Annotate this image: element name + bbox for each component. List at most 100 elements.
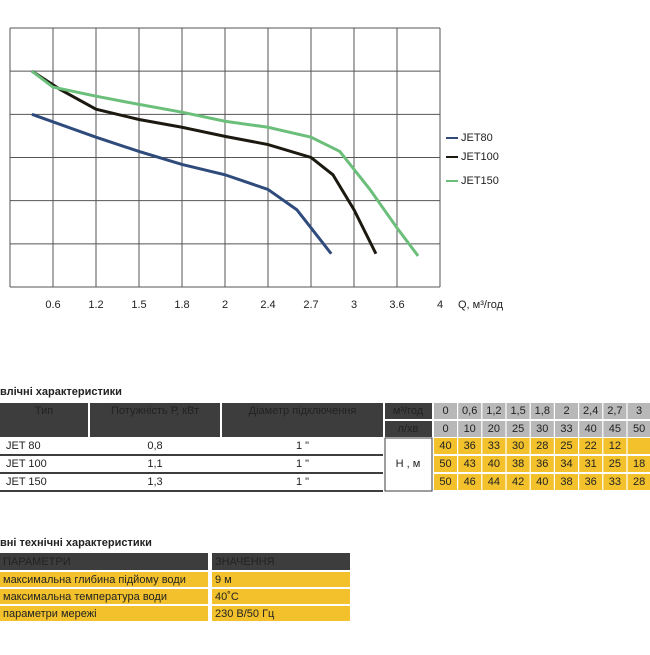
header-label: Тип (35, 405, 53, 417)
flow-cell (506, 403, 530, 419)
table-cell: максимальна глибина підйому води (3, 574, 186, 586)
head-value: 22 (585, 440, 597, 452)
head-cell (579, 438, 603, 454)
head-cell (506, 438, 530, 454)
head-value: 42 (512, 476, 524, 488)
head-cell (603, 456, 627, 472)
head-value: 12 (609, 440, 621, 452)
flow-value: 50 (633, 423, 645, 435)
flow-cell (603, 403, 627, 419)
flow-cell (627, 403, 650, 419)
flow-value: 0,6 (462, 405, 477, 417)
unit-cell (385, 403, 432, 419)
head-cell (434, 438, 457, 454)
head-label-cell (384, 437, 433, 492)
head-value: 28 (633, 476, 645, 488)
flow-value: 25 (512, 423, 524, 435)
head-cell (555, 438, 578, 454)
table-cell: максимальна температура води (3, 591, 167, 603)
table-cell-bg (0, 606, 208, 621)
head-cell (506, 474, 530, 490)
table-title: влічні характеристики (0, 386, 122, 398)
flow-cell (555, 403, 578, 419)
head-cell (555, 474, 578, 490)
flow-value: 1,8 (535, 405, 550, 417)
head-value: 25 (609, 458, 621, 470)
flow-value: 30 (536, 423, 548, 435)
head-cell (458, 438, 482, 454)
legend-label: JET150 (461, 175, 499, 187)
flow-cell (458, 403, 482, 419)
flow-value: 0 (442, 405, 448, 417)
flow-value: 40 (585, 423, 597, 435)
head-cell (482, 456, 506, 472)
head-value: 34 (560, 458, 572, 470)
head-cell (603, 474, 627, 490)
x-tick-label: 0.6 (45, 299, 60, 311)
table-cell: 1 " (296, 458, 309, 470)
series-line (31, 69, 420, 257)
table-cell: JET 150 (6, 476, 47, 488)
table-cell: 1 " (296, 440, 309, 452)
unit-label: м³/год (393, 405, 424, 417)
flow-value: 1,2 (486, 405, 501, 417)
flow-cell (579, 403, 603, 419)
x-axis-label: Q, м³/год (458, 299, 504, 311)
head-value: 40 (439, 440, 451, 452)
x-tick-label: 1.5 (131, 299, 146, 311)
flow-cell (555, 421, 578, 437)
head-cell (458, 474, 482, 490)
head-value: 50 (439, 476, 451, 488)
flow-cell (482, 421, 506, 437)
head-cell (482, 438, 506, 454)
flow-value: 2,4 (583, 405, 598, 417)
head-cell (530, 438, 554, 454)
table-cell-bg (212, 572, 350, 587)
header-label: ПАРАМЕТРИ (3, 556, 71, 568)
header-label: Діаметр підключення (249, 405, 357, 417)
legend-label: JET80 (461, 132, 493, 144)
header-cell (212, 553, 350, 570)
flow-value: 20 (488, 423, 500, 435)
x-tick-label: 3.6 (389, 299, 404, 311)
head-value: 33 (609, 476, 621, 488)
x-tick-label: 1.8 (174, 299, 189, 311)
series-line (31, 112, 333, 255)
flow-cell (603, 421, 627, 437)
table-cell: параметри мережі (3, 608, 97, 620)
table-cell-bg (212, 606, 350, 621)
flow-cell (434, 421, 457, 437)
head-label: Н , м (396, 458, 421, 470)
table-cell-bg (0, 589, 208, 604)
head-cell (555, 456, 578, 472)
head-value: 36 (464, 440, 476, 452)
flow-cell (506, 421, 530, 437)
x-tick-label: 4 (437, 299, 443, 311)
flow-value: 2,7 (607, 405, 622, 417)
head-value: 46 (464, 476, 476, 488)
head-cell (530, 474, 554, 490)
table-title: вні технічні характеристики (0, 537, 152, 549)
flow-cell (530, 403, 554, 419)
head-cell (627, 438, 650, 454)
head-value: 40 (536, 476, 548, 488)
head-cell (434, 456, 457, 472)
flow-value: 3 (636, 405, 642, 417)
flow-value: 33 (560, 423, 572, 435)
flow-cell (434, 403, 457, 419)
head-cell (627, 474, 650, 490)
table-cell: 1,1 (147, 458, 162, 470)
head-value: 28 (536, 440, 548, 452)
header-cell (0, 403, 88, 437)
table-cell: 0,8 (147, 440, 162, 452)
head-value: 38 (560, 476, 572, 488)
head-value: 43 (464, 458, 476, 470)
flow-value: 1,5 (510, 405, 525, 417)
header-cell (222, 403, 383, 437)
head-value: 33 (488, 440, 500, 452)
table-cell: 1 " (296, 476, 309, 488)
table-cell: 9 м (215, 574, 232, 586)
table-cell: JET 80 (6, 440, 41, 452)
head-cell (506, 456, 530, 472)
